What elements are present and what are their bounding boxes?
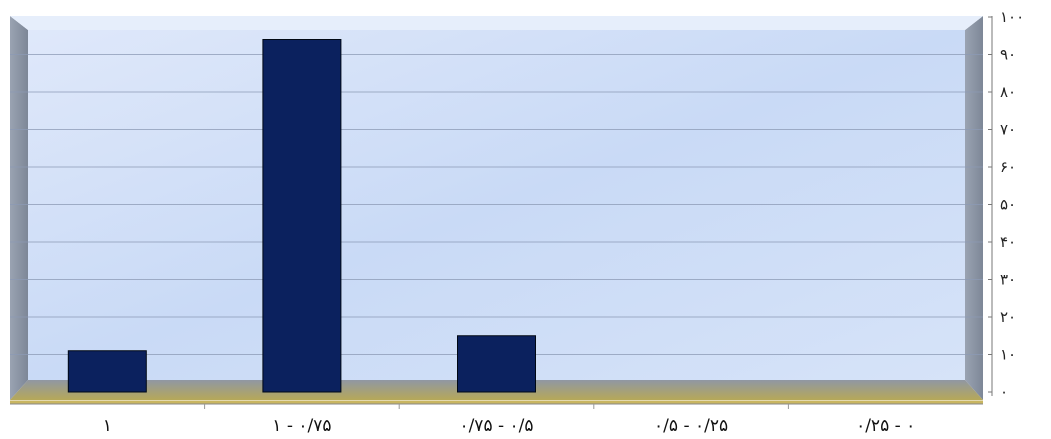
y-tick-label: ۷۰ <box>1000 121 1016 139</box>
y-tick-label: ۸۰ <box>1000 83 1016 101</box>
y-tick-label: ۱۰ <box>1000 346 1016 364</box>
x-tick-label: ۰/۷۵ - ۱ <box>272 416 331 436</box>
bar <box>457 335 536 393</box>
y-tick-label: ۱۰۰ <box>1000 8 1024 26</box>
y-tick-label: ۵۰ <box>1000 196 1016 214</box>
x-tick-label: ۰/۲۵ - ۰/۵ <box>654 416 728 436</box>
chart-left-wall <box>10 16 28 400</box>
bar <box>67 350 147 393</box>
gridlines <box>10 54 983 355</box>
y-axis: ۰ ۱۰ ۲۰ ۳۰ ۴۰ ۵۰ ۶۰ ۷۰ ۸۰ ۹۰ ۱۰۰ <box>988 8 1024 401</box>
y-tick-label: ۴۰ <box>1000 233 1016 251</box>
x-axis: ۰ - ۰/۲۵ ۰/۲۵ - ۰/۵ ۰/۵ - ۰/۷۵ ۰/۷۵ - ۱ ۱ <box>10 403 983 436</box>
x-tick-label: ۰/۵ - ۰/۷۵ <box>459 416 533 436</box>
y-tick-label: ۶۰ <box>1000 158 1016 176</box>
y-tick-label: ۲۰ <box>1000 308 1016 326</box>
y-tick-label: ۳۰ <box>1000 271 1016 289</box>
bar <box>262 39 342 393</box>
x-tick-label: ۱ <box>103 416 112 436</box>
y-tick-label: ۹۰ <box>1000 46 1016 64</box>
y-tick-label: ۰ <box>1000 383 1008 401</box>
chart-right-wall <box>965 16 983 400</box>
bars <box>67 39 536 393</box>
chart-top-rim <box>10 16 983 30</box>
x-tick-label: ۰ - ۰/۲۵ <box>856 416 915 436</box>
